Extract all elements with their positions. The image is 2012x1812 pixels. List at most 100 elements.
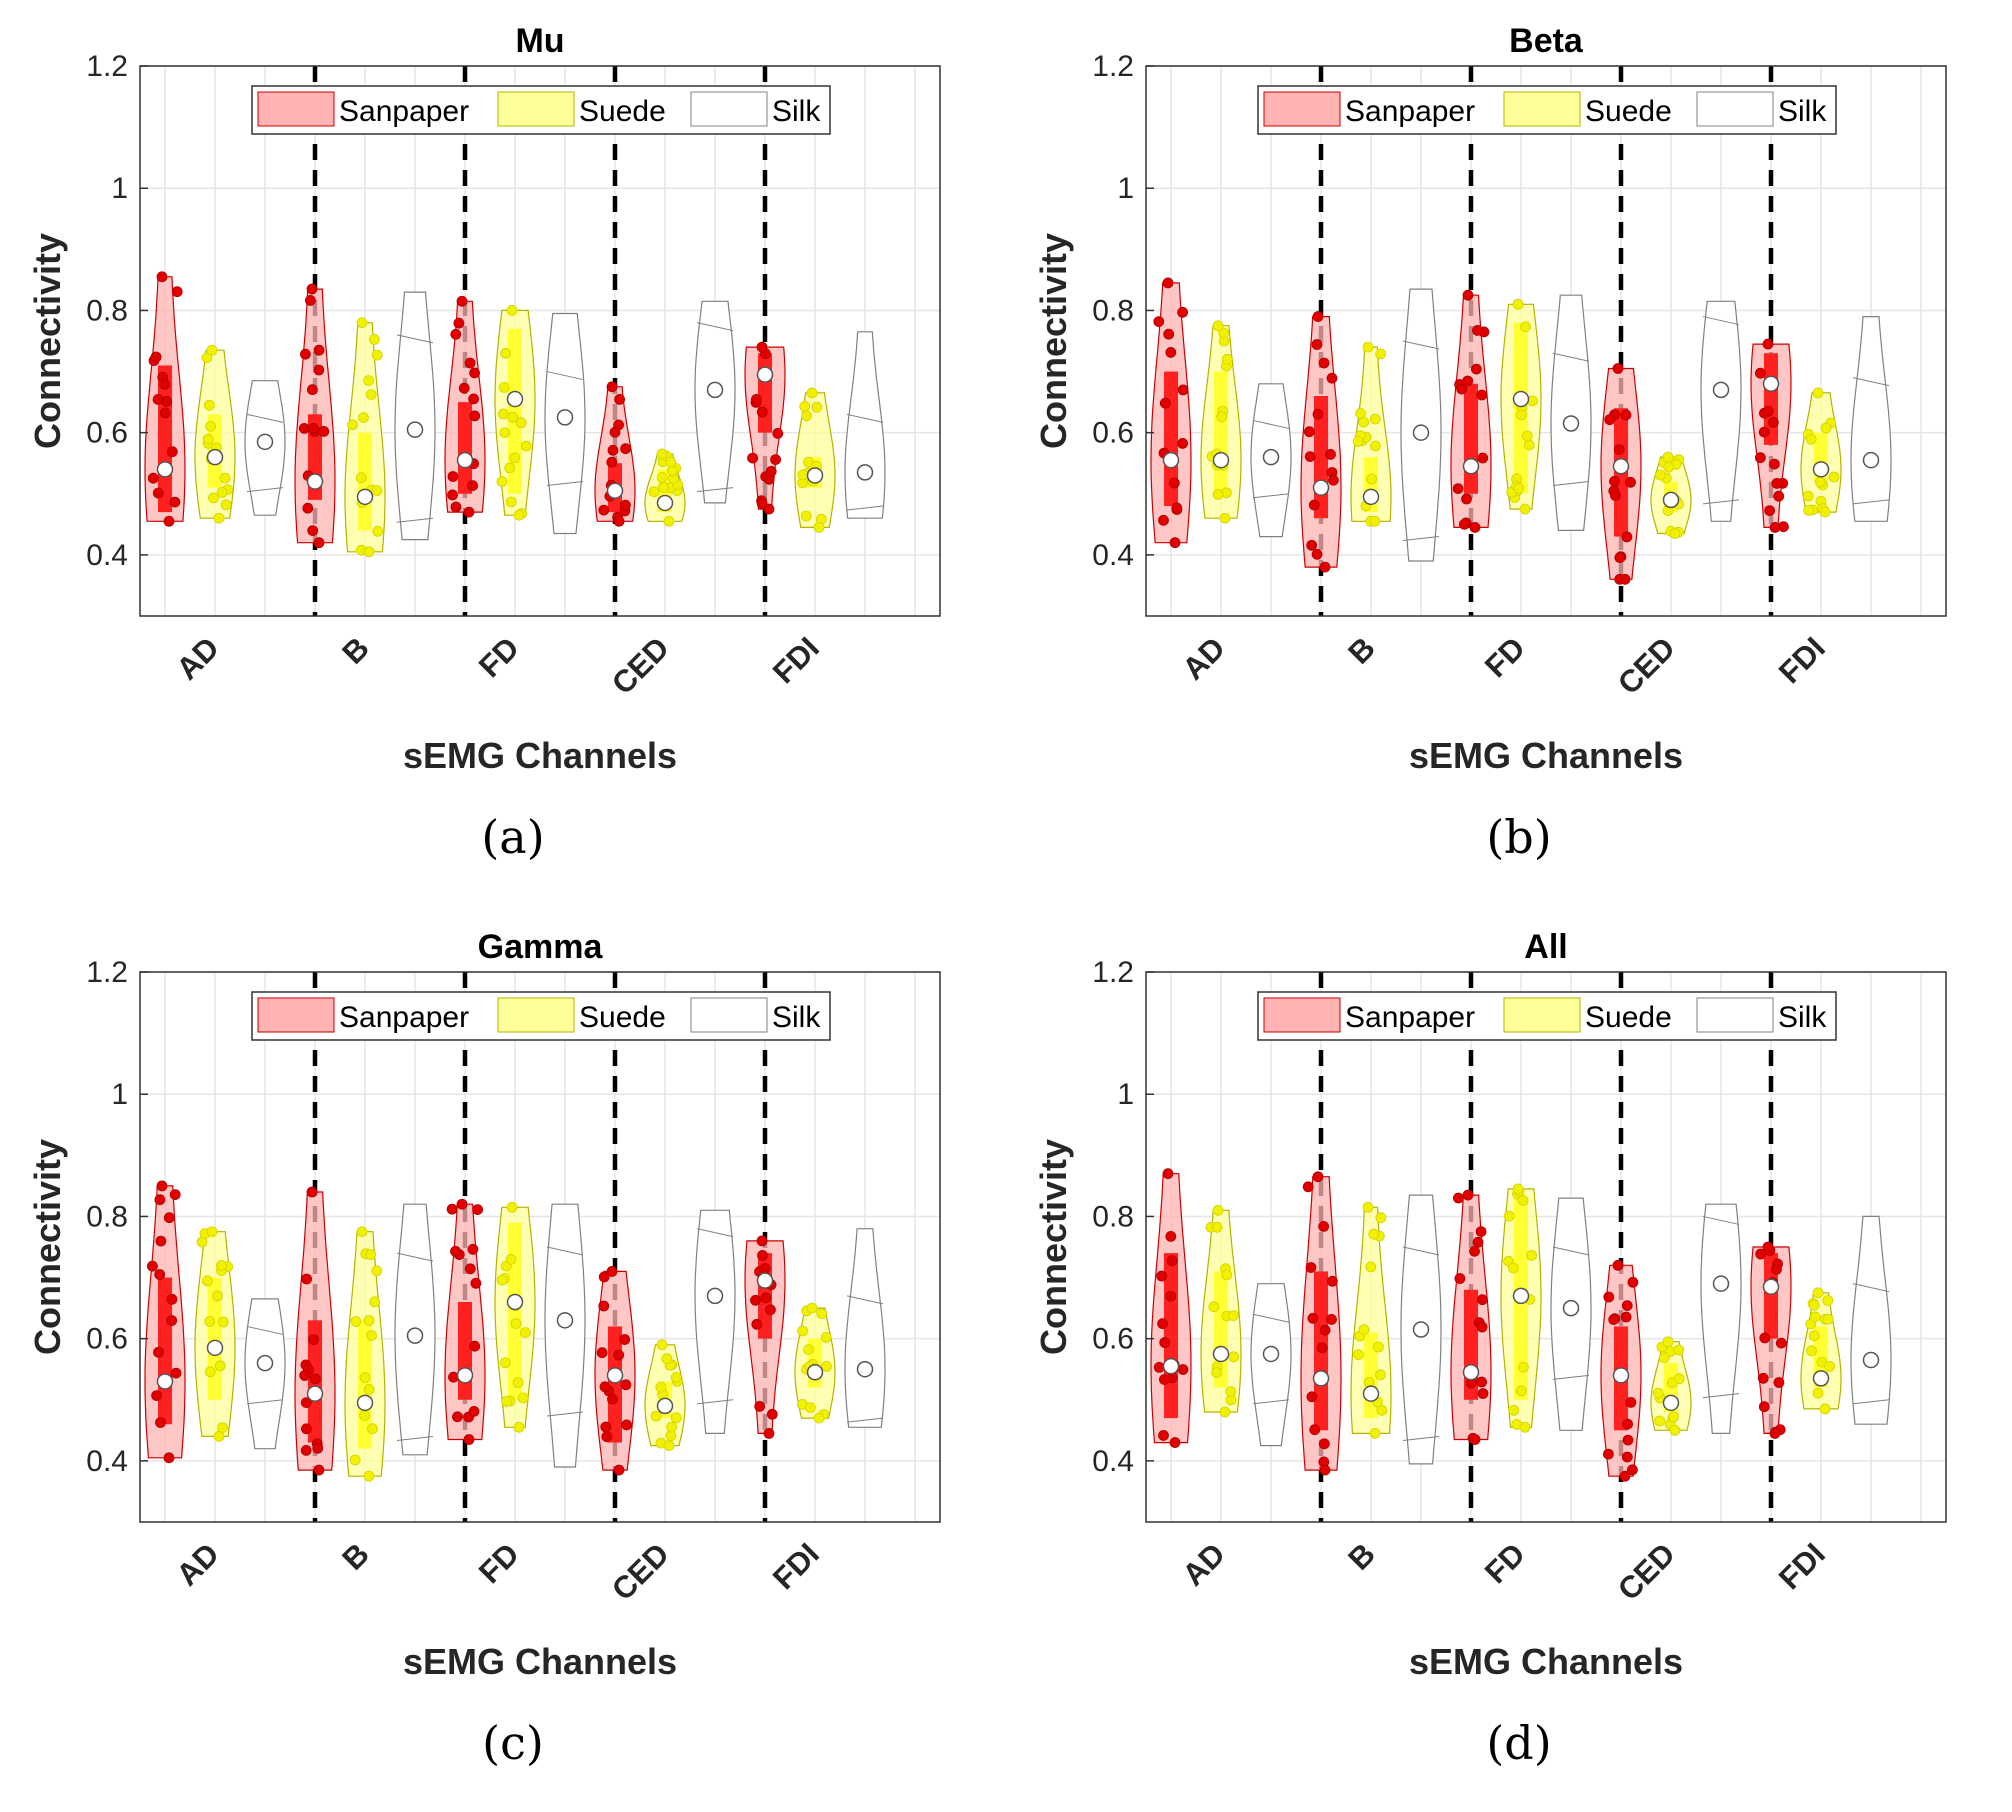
data-point <box>313 364 325 376</box>
data-point <box>1316 1342 1328 1354</box>
data-point <box>1654 1415 1665 1427</box>
data-point <box>756 406 768 418</box>
data-point <box>751 1318 763 1330</box>
violin-quartile-line <box>1552 1246 1590 1256</box>
data-point <box>363 1384 375 1395</box>
data-point <box>1669 1424 1681 1436</box>
data-point <box>666 1421 677 1433</box>
data-point <box>770 454 781 466</box>
violin-quartile-line <box>1852 1399 1890 1405</box>
median-marker <box>206 448 224 466</box>
data-point <box>212 1290 223 1302</box>
chart-title: All <box>1524 928 1567 966</box>
data-point <box>620 499 631 511</box>
legend: Sanpaper Suede Silk <box>1257 85 1837 135</box>
median-marker <box>1712 1275 1730 1292</box>
figure-caption: (c) <box>482 1716 544 1770</box>
data-point <box>204 1316 216 1327</box>
data-point <box>313 1464 325 1476</box>
data-point <box>763 503 775 515</box>
y-axis-label: Connectivity <box>1033 233 1074 449</box>
data-point <box>306 283 318 295</box>
median-marker <box>1262 448 1280 466</box>
legend-swatch-sanpaper <box>1263 91 1341 127</box>
violin-quartile-line <box>1702 1215 1740 1225</box>
data-point <box>1771 1263 1782 1275</box>
data-point <box>203 399 215 411</box>
median-marker <box>1762 1278 1780 1295</box>
median-marker <box>1412 1321 1430 1338</box>
data-point <box>371 485 383 497</box>
y-tick-label: 0.4 <box>1092 1445 1134 1478</box>
data-point <box>1518 1361 1529 1373</box>
median-marker <box>1462 458 1480 475</box>
data-point <box>1311 548 1323 560</box>
violin-silk-ad <box>244 1298 286 1450</box>
data-point <box>1620 1311 1632 1323</box>
data-point <box>154 1269 166 1280</box>
data-point <box>1812 1387 1824 1399</box>
violin-silk-ced <box>1700 300 1742 522</box>
data-point <box>1627 1464 1638 1476</box>
data-point <box>760 1292 772 1304</box>
data-point <box>171 286 183 298</box>
data-point <box>1462 375 1474 387</box>
data-point <box>1762 1241 1774 1253</box>
data-point <box>801 410 812 422</box>
data-point <box>153 1346 164 1358</box>
data-point <box>813 521 825 533</box>
data-point <box>1305 1262 1317 1273</box>
legend-swatch-silk <box>690 997 768 1033</box>
data-point <box>1375 1212 1387 1224</box>
data-point <box>1662 1336 1674 1348</box>
data-point <box>1619 1470 1631 1482</box>
median-marker <box>656 494 674 512</box>
median-marker <box>406 1327 424 1344</box>
data-point <box>300 1397 312 1409</box>
data-point <box>1512 298 1524 310</box>
data-point <box>498 381 510 393</box>
x-category-label: FD <box>1478 1536 1532 1590</box>
data-point <box>1814 476 1826 488</box>
data-point <box>206 1226 218 1238</box>
data-point <box>1165 1230 1177 1242</box>
data-point <box>1157 1318 1169 1330</box>
data-point <box>213 512 225 524</box>
data-point <box>299 348 311 360</box>
y-axis-label: Connectivity <box>27 1139 68 1355</box>
data-point <box>1169 1437 1181 1448</box>
data-point <box>497 408 509 420</box>
data-point <box>1828 471 1840 483</box>
data-point <box>1658 1352 1670 1364</box>
data-point <box>1211 1221 1223 1233</box>
legend-swatch-silk <box>690 91 768 127</box>
data-point <box>1456 383 1468 395</box>
data-point <box>766 1408 778 1420</box>
data-point <box>452 1411 463 1423</box>
data-point <box>621 1419 632 1431</box>
data-point <box>1619 573 1631 585</box>
data-point <box>469 410 481 422</box>
legend-label-sanpaper: Sanpaper <box>1345 1001 1475 1034</box>
x-category-label: B <box>1341 630 1382 671</box>
data-point <box>1325 448 1336 460</box>
median-marker <box>1862 451 1880 469</box>
median-marker <box>356 1394 374 1412</box>
violin-silk-fd <box>1550 294 1592 531</box>
data-point <box>1812 1287 1824 1299</box>
y-tick-label: 1.2 <box>86 50 128 83</box>
axes-box <box>1145 65 1947 617</box>
data-point <box>1162 1168 1174 1180</box>
chart-title: Mu <box>515 22 564 60</box>
data-point <box>1475 1226 1487 1238</box>
data-point <box>1627 1276 1639 1288</box>
data-point <box>468 1405 480 1417</box>
data-point <box>1309 1424 1321 1436</box>
legend: Sanpaper Suede Silk <box>251 991 831 1041</box>
chart-panel-beta: 0.4 0.6 0.8 1 1.2 AD B FD CED FDI Beta sEMG Channel… <box>1006 0 2012 906</box>
data-point <box>496 476 508 487</box>
x-category-label: AD <box>170 1536 226 1592</box>
x-category-label: FDI <box>1772 1536 1832 1596</box>
data-point <box>1159 397 1171 409</box>
y-tick-label: 0.6 <box>86 1323 128 1356</box>
